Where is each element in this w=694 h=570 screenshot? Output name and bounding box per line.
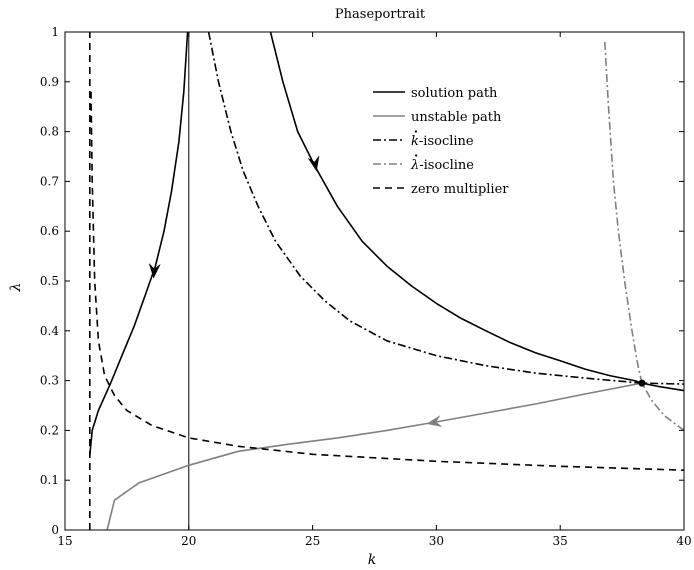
series-3-segment-0 xyxy=(604,41,684,432)
direction-arrow-2 xyxy=(426,415,442,427)
y-tick-label-8: 0.8 xyxy=(40,125,59,139)
x-tick-label-15: 15 xyxy=(57,534,72,548)
y-tick-label-6: 0.6 xyxy=(40,224,59,238)
series-2-segment-0 xyxy=(207,32,684,385)
y-tick-label-3: 0.3 xyxy=(40,374,59,388)
y-axis-label: λ xyxy=(8,283,24,293)
direction-arrow-0 xyxy=(148,263,161,279)
y-tick-label-2: 0.2 xyxy=(40,423,59,437)
legend-entry-1: unstable path xyxy=(373,110,502,125)
legend-label-3: -isocline xyxy=(419,158,474,173)
legend-label-2: -isocline xyxy=(419,134,474,149)
y-tick-label-0: 0 xyxy=(51,523,59,537)
y-tick-label-4: 0.4 xyxy=(40,324,59,338)
series-0-segment-0 xyxy=(89,32,189,456)
x-tick-label-25: 25 xyxy=(305,534,320,548)
legend-entry-4: zero multiplier xyxy=(373,182,509,197)
axis-ticks: 15 20 25 30 35 40 0 0.1 0.2 0.3 0.4 0.5 0.6 0.7 0.8 0.9… xyxy=(40,25,692,548)
direction-arrow-1 xyxy=(307,155,320,172)
plot-frame xyxy=(64,31,685,531)
x-axis-label: k xyxy=(368,552,376,568)
series-4-segment-1 xyxy=(90,91,684,471)
legend-label-4: zero multiplier xyxy=(411,182,509,197)
x-tick-label-20: 20 xyxy=(181,534,196,548)
plot-curves xyxy=(89,32,684,530)
equilibrium-point xyxy=(638,379,646,387)
legend-label-0: solution path xyxy=(411,86,498,101)
y-tick-label-5: 0.5 xyxy=(40,274,59,288)
legend-symbol-2: k xyxy=(411,134,419,149)
series-1-segment-0 xyxy=(106,382,643,530)
x-tick-label-40: 40 xyxy=(676,534,691,548)
plot-markers xyxy=(148,155,646,427)
legend-entry-0: solution path xyxy=(373,86,498,101)
legend-entry-2: k -isocline xyxy=(373,130,474,149)
legend-entry-3: λ -isocline xyxy=(373,154,474,173)
series-0-segment-1 xyxy=(269,32,684,392)
legend-symbol-3: λ xyxy=(410,158,419,173)
legend-symbol-dot-2 xyxy=(414,130,418,133)
y-tick-label-7: 0.7 xyxy=(40,174,59,188)
chart-title: Phaseportrait xyxy=(335,7,426,22)
y-tick-label-1: 0.1 xyxy=(40,473,59,487)
legend-label-1: unstable path xyxy=(411,110,502,125)
y-tick-label-9: 0.9 xyxy=(40,75,59,89)
legend-symbol-dot-3 xyxy=(415,154,418,157)
x-tick-label-30: 30 xyxy=(429,534,444,548)
x-tick-label-35: 35 xyxy=(553,534,568,548)
y-tick-label-10: 1 xyxy=(51,25,59,39)
